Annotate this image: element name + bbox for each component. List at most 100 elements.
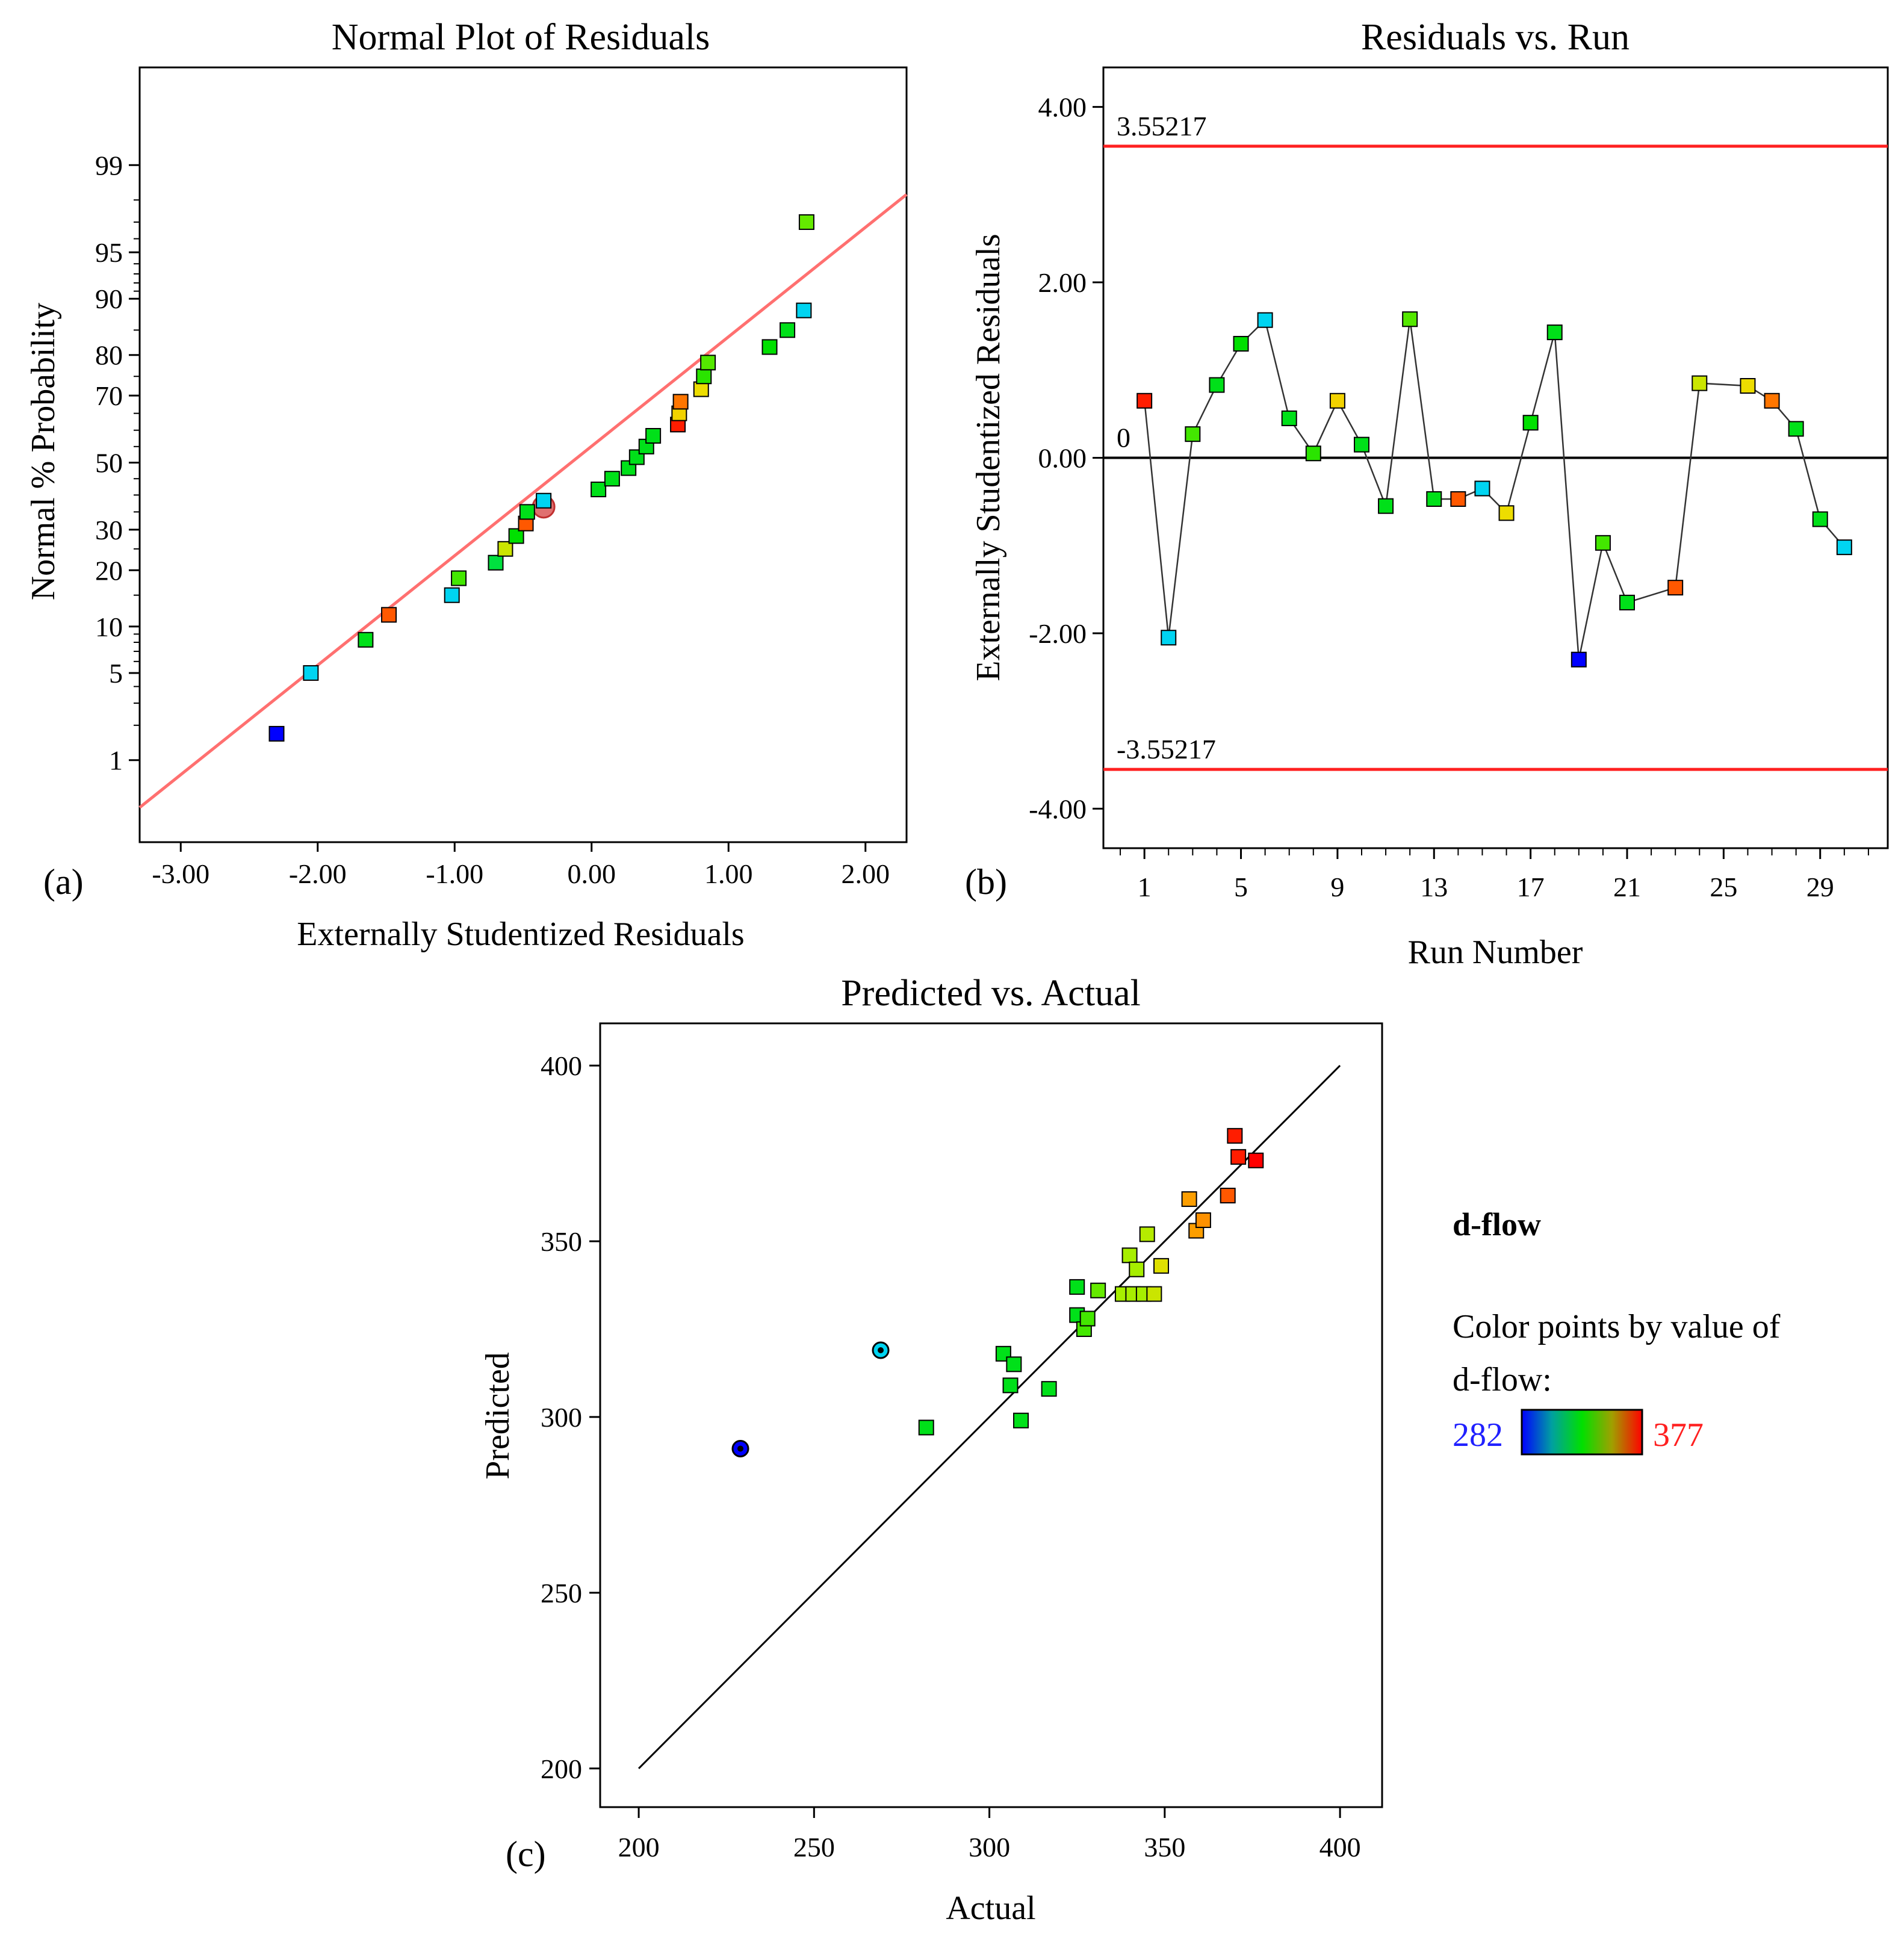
panel-a-ytick-label: 5: [109, 658, 123, 689]
panel-a-ytick-label: 80: [95, 340, 123, 371]
panel-b-point: [1378, 498, 1394, 514]
panel-b-ylabel: Externally Studentized Residuals: [970, 234, 1007, 681]
panel-b-point: [1522, 415, 1539, 431]
panel-c-frame: [599, 1022, 1383, 1808]
panel-b-title: Residuals vs. Run: [1361, 17, 1630, 58]
panel-b-point: [1257, 312, 1273, 328]
panel-b-point: [1788, 421, 1804, 437]
panel-b-point: [1402, 311, 1418, 327]
panel-b-point: [1595, 535, 1611, 551]
panel-c-point: [1153, 1258, 1170, 1274]
panel-b-point: [1740, 378, 1756, 394]
panel-c-point: [1069, 1279, 1085, 1295]
panel-b-point: [1836, 539, 1852, 556]
panel-b-point: [1185, 426, 1201, 442]
panel-b-series-line: [1143, 318, 1845, 660]
panel-c-point: [1041, 1381, 1057, 1397]
panel-c-circle-point-center: [878, 1347, 884, 1353]
panel-c-point: [1227, 1127, 1243, 1144]
panel-b-ytick-label: -4.00: [1029, 793, 1087, 824]
panel-c: Predicted vs. Actual 200 250 300 350 4002002…: [479, 973, 1383, 1927]
panel-c-xtick-label: 300: [969, 1832, 1010, 1863]
panel-b-ytick-label: 4.00: [1038, 92, 1087, 123]
panel-a-point: [488, 554, 504, 571]
panel-a-point: [700, 355, 716, 371]
legend-line1: Color points by value of: [1453, 1308, 1781, 1345]
panel-b-point: [1546, 324, 1563, 341]
panel-a-plot-area: -3.00 -2.00 -1.00 0.00 1.00 2.00 1 5 10 20 30 50 70 8…: [95, 150, 908, 889]
panel-a-point: [604, 471, 620, 487]
panel-c-xtick-label: 200: [618, 1832, 660, 1863]
panel-a-xtick-label: 0.00: [568, 858, 616, 889]
panel-c-point: [1220, 1188, 1236, 1204]
panel-a-ylabel: Normal % Probability: [25, 303, 62, 601]
panel-c-point: [1248, 1152, 1264, 1168]
panel-b-point: [1329, 392, 1345, 409]
panel-b-tag: (b): [965, 862, 1007, 902]
panel-a-ytick-label: 70: [95, 380, 123, 411]
panel-c-point: [1181, 1191, 1197, 1207]
panel-b-point: [1571, 651, 1587, 668]
panel-a-point: [497, 541, 513, 557]
panel-c-ytick-label: 400: [541, 1050, 582, 1081]
panel-a: Normal Plot of Residuals -3.00 -2.00 -1.00…: [25, 17, 908, 953]
panel-c-point: [1006, 1356, 1022, 1373]
panel-c-point: [1139, 1226, 1155, 1242]
panel-b-point: [1233, 336, 1249, 352]
panel-c-plot-area: 200 250 300 350 400 200 250 300 350 400: [541, 1050, 1361, 1863]
panel-b-point: [1137, 392, 1153, 409]
panel-a-tag: (a): [43, 862, 84, 902]
panel-b-point: [1764, 392, 1780, 409]
panel-c-title: Predicted vs. Actual: [841, 973, 1141, 1014]
panel-b-point: [1619, 594, 1636, 610]
panel-c-ytick-label: 350: [541, 1226, 582, 1257]
legend-colorbar: [1521, 1409, 1643, 1456]
panel-c-ytick-label: 250: [541, 1578, 582, 1608]
panel-c-point: [1129, 1261, 1145, 1277]
panel-b-point: [1209, 377, 1225, 393]
panel-b-xtick-label: 21: [1613, 872, 1641, 902]
panel-b-point: [1667, 580, 1684, 596]
panel-a-xtick-label: 2.00: [842, 858, 890, 889]
panel-a-title: Normal Plot of Residuals: [332, 17, 710, 58]
panel-b-xtick-label: 5: [1234, 872, 1248, 902]
panel-b-limit-label: 3.55217: [1117, 111, 1207, 141]
panel-b-xtick-label: 1: [1138, 872, 1152, 902]
panel-a-point: [796, 302, 812, 318]
panel-a-ytick-label: 99: [95, 150, 123, 181]
panel-b-xtick-label: 25: [1710, 872, 1737, 902]
panel-b-xtick-label: 9: [1330, 872, 1344, 902]
panel-b-xtick-label: 29: [1806, 872, 1834, 902]
panel-b-xtick-label: 13: [1420, 872, 1448, 902]
panel-b-point: [1450, 491, 1466, 507]
panel-b-point: [1498, 505, 1515, 521]
panel-b-xlabel: Run Number: [1408, 934, 1583, 971]
panel-c-point: [1002, 1377, 1019, 1394]
legend-line2: d-flow:: [1453, 1361, 1552, 1398]
panel-c-xtick-label: 400: [1319, 1832, 1361, 1863]
panel-b-point: [1353, 436, 1369, 453]
panel-a-point: [451, 570, 467, 586]
panel-b-ytick-label: 0.00: [1038, 443, 1087, 474]
panel-a-xtick-label: 1.00: [704, 858, 753, 889]
panel-c-ytick-label: 300: [541, 1402, 582, 1433]
panel-a-point: [508, 528, 524, 544]
panel-a-point: [536, 492, 552, 509]
panel-a-xtick-label: -1.00: [426, 858, 483, 889]
legend: d-flow Color points by value of d-flow: …: [1453, 1206, 1781, 1456]
panel-c-point: [1121, 1247, 1138, 1264]
panel-c-point: [1090, 1282, 1106, 1298]
panel-b-point: [1812, 511, 1828, 527]
panel-a-point: [444, 587, 460, 603]
panel-b-point: [1281, 410, 1297, 426]
panel-a-point: [268, 725, 285, 742]
panel-c-point: [918, 1419, 934, 1436]
panel-a-point: [358, 631, 374, 648]
panel-c-point: [1195, 1212, 1211, 1228]
legend-max-label: 377: [1653, 1416, 1704, 1454]
panel-b-point: [1474, 480, 1490, 497]
panel-a-ytick-label: 30: [95, 515, 123, 545]
panel-b-plot-area: -4.00 -2.00 0.00 2.00 4.00 1 5 9 13 17 21 25 29 3.552…: [1029, 92, 1888, 902]
panel-b-zero-label: 0: [1117, 423, 1130, 453]
panel-a-point: [780, 322, 796, 338]
